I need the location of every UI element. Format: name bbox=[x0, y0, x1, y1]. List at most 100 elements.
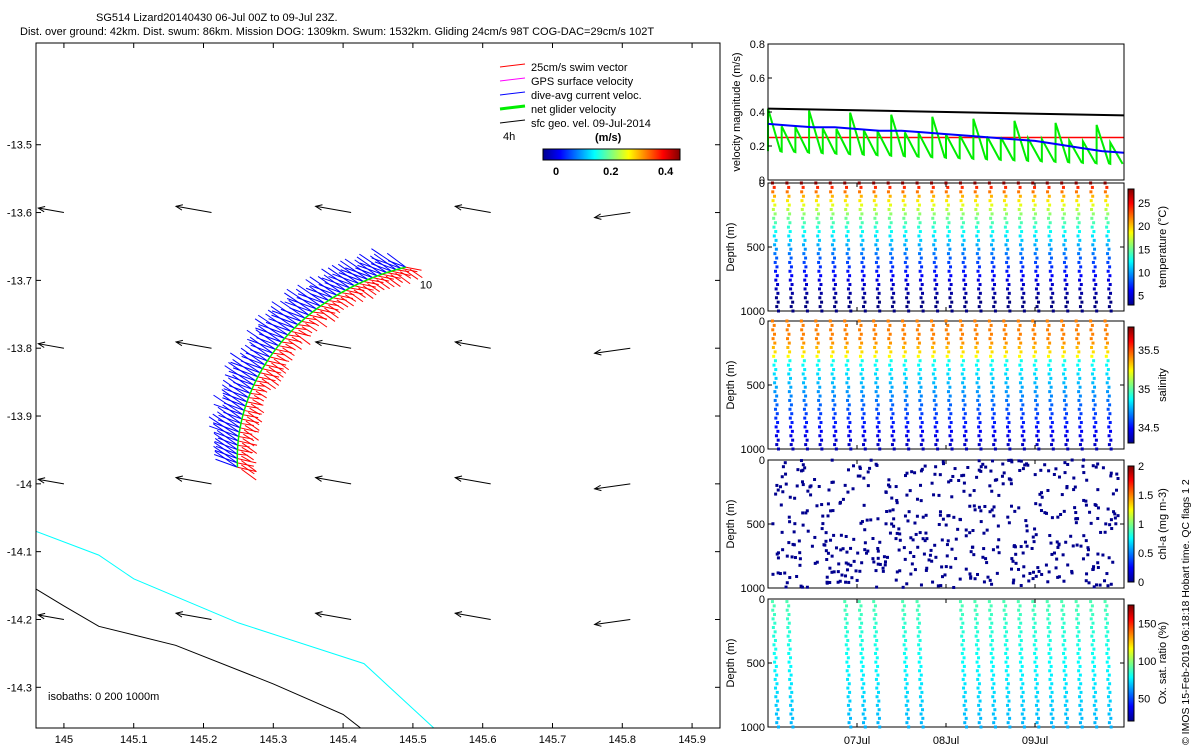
profile-point bbox=[917, 341, 921, 345]
profile-point bbox=[901, 319, 905, 323]
swim-vector bbox=[345, 289, 363, 295]
profile-point bbox=[1107, 247, 1111, 251]
profile-point bbox=[834, 438, 838, 442]
profile-point bbox=[973, 600, 977, 604]
profile-point bbox=[1065, 274, 1069, 278]
profile-point bbox=[1078, 416, 1082, 420]
profile-point bbox=[874, 252, 878, 256]
dac-vector bbox=[213, 394, 244, 416]
map-plot-area bbox=[36, 204, 631, 728]
profile-point bbox=[1079, 265, 1083, 269]
profile-point bbox=[771, 190, 775, 194]
profile-point bbox=[803, 230, 807, 234]
profile-point bbox=[863, 548, 867, 552]
profile-point bbox=[838, 500, 842, 504]
profile-point bbox=[1061, 363, 1065, 367]
y-tick-label: 500 bbox=[747, 380, 765, 392]
profile-point bbox=[829, 328, 833, 332]
profile-point bbox=[786, 337, 790, 341]
profile-point bbox=[817, 230, 821, 234]
profile-point bbox=[933, 221, 937, 225]
profile-point bbox=[801, 216, 805, 220]
profile-point bbox=[1034, 686, 1038, 690]
profile-point bbox=[1009, 504, 1013, 508]
profile-point bbox=[1033, 669, 1037, 673]
profile-point bbox=[1006, 673, 1010, 677]
profile-point bbox=[989, 185, 993, 189]
profile-point bbox=[829, 538, 833, 542]
profile-point bbox=[830, 458, 834, 462]
profile-point bbox=[1020, 230, 1024, 234]
profile-point bbox=[862, 421, 866, 425]
geo-arrow-shaft bbox=[455, 341, 491, 349]
profile-point bbox=[897, 548, 901, 552]
profile-point bbox=[869, 458, 873, 462]
isobath-0m bbox=[36, 530, 435, 728]
profile-point bbox=[1020, 664, 1024, 668]
profile-point bbox=[875, 585, 879, 589]
y-tick-label: 1000 bbox=[741, 306, 765, 318]
profile-point bbox=[830, 363, 834, 367]
profile-point bbox=[949, 421, 953, 425]
profile-point bbox=[875, 703, 879, 707]
profile-point bbox=[1106, 269, 1110, 273]
profile-point bbox=[918, 260, 922, 264]
profile-point bbox=[875, 238, 879, 242]
profile-point bbox=[919, 673, 923, 677]
profile-point bbox=[1084, 499, 1088, 503]
profile-point bbox=[1033, 651, 1037, 655]
profile-point bbox=[1018, 381, 1022, 385]
profile-point bbox=[787, 390, 791, 394]
profile-point bbox=[954, 557, 958, 561]
profile-point bbox=[962, 247, 966, 251]
profile-point bbox=[787, 372, 791, 376]
profile-point bbox=[874, 350, 878, 354]
profile-point bbox=[888, 531, 892, 535]
profile-point bbox=[903, 390, 907, 394]
profile-point bbox=[945, 354, 949, 358]
swim-vector bbox=[287, 334, 301, 338]
profile-point bbox=[968, 531, 972, 535]
profile-point bbox=[858, 634, 862, 638]
profile-point bbox=[847, 403, 851, 407]
profile-point bbox=[946, 234, 950, 238]
profile-point bbox=[1106, 677, 1110, 681]
profile-point bbox=[816, 341, 820, 345]
profile-point bbox=[771, 207, 775, 211]
profile-point bbox=[901, 337, 905, 341]
profile-point bbox=[772, 323, 776, 327]
profile-point bbox=[933, 368, 937, 372]
profile-point bbox=[839, 533, 843, 537]
profile-point bbox=[1021, 256, 1025, 260]
profile-point bbox=[1091, 669, 1095, 673]
profile-point bbox=[1051, 716, 1055, 720]
profile-point bbox=[779, 503, 783, 507]
isobath-label: isobaths: 0 200 1000m bbox=[48, 691, 159, 703]
profile-point bbox=[1084, 503, 1088, 507]
profile-point bbox=[789, 376, 793, 380]
profile-point bbox=[1036, 690, 1040, 694]
profile-point bbox=[948, 425, 952, 429]
dac-vector bbox=[214, 450, 238, 468]
profile-point bbox=[884, 522, 888, 526]
profile-point bbox=[1060, 319, 1064, 323]
profile-point bbox=[1106, 359, 1110, 363]
profile-point bbox=[1065, 429, 1069, 433]
profile-point bbox=[816, 243, 820, 247]
profile-point bbox=[858, 216, 862, 220]
profile-point bbox=[786, 626, 790, 630]
profile-point bbox=[918, 630, 922, 634]
dac-vector bbox=[249, 336, 274, 354]
colorbar-label: chl-a (mg m-3) bbox=[1157, 488, 1169, 560]
profile-point bbox=[902, 363, 906, 367]
profile-point bbox=[1090, 225, 1094, 229]
profile-point bbox=[776, 488, 780, 492]
profile-point bbox=[863, 438, 867, 442]
profile-point bbox=[964, 291, 968, 295]
profile-point bbox=[1047, 469, 1051, 473]
profile-point bbox=[832, 434, 836, 438]
profile-point bbox=[992, 256, 996, 260]
profile-point bbox=[1105, 572, 1109, 576]
profile-point bbox=[861, 278, 865, 282]
profile-point bbox=[903, 398, 907, 402]
